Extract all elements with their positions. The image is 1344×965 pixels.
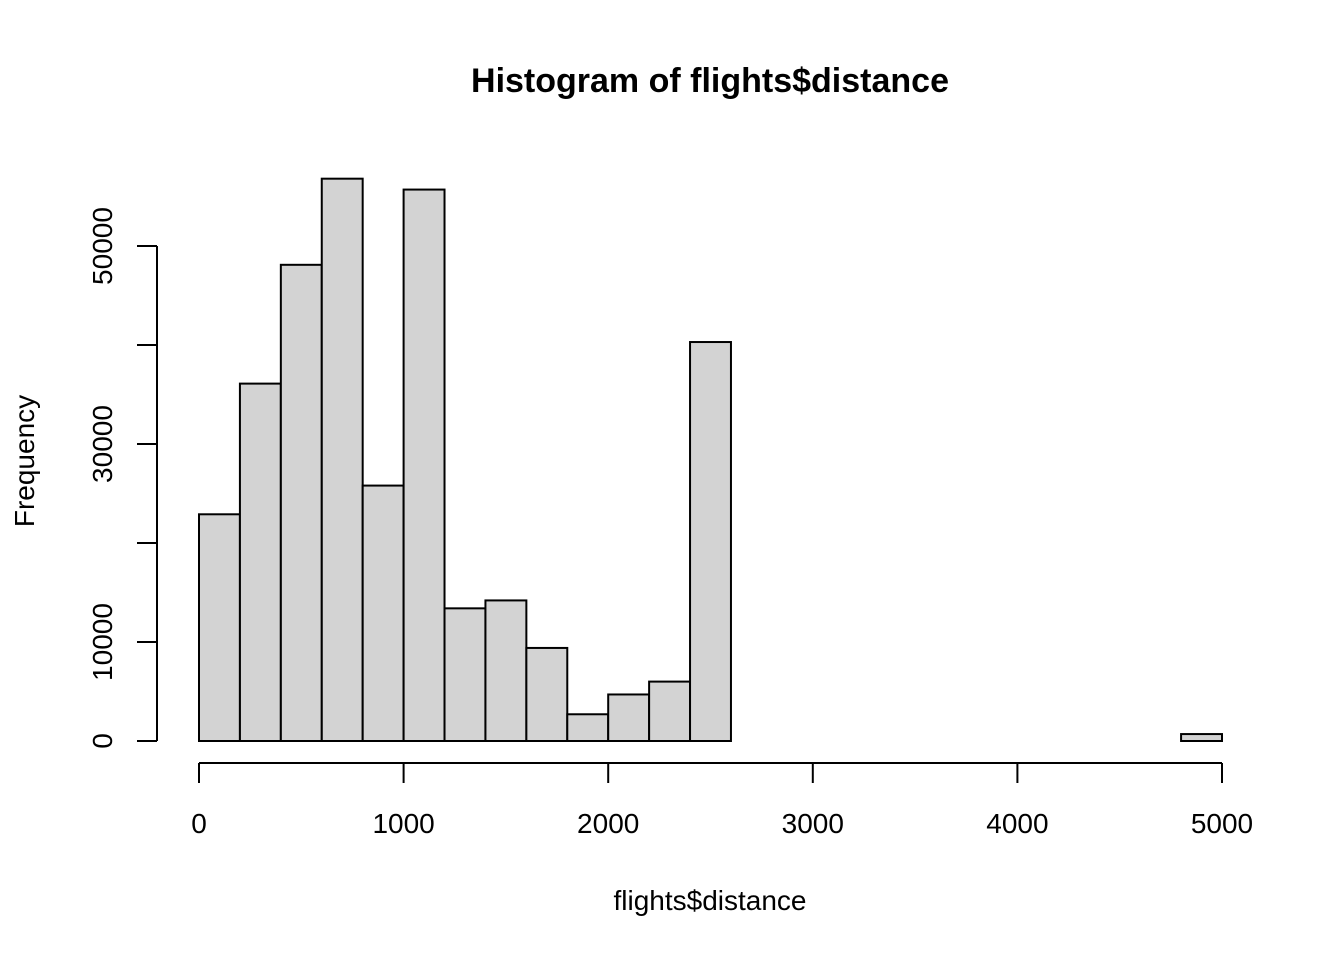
- histogram-bar-4800-5000: [1180, 733, 1223, 743]
- histogram-bar-1800-2000: [566, 713, 610, 743]
- histogram-bar-0-200: [198, 513, 241, 742]
- x-axis: 0 1000 2000 3000 4000 5000: [191, 762, 1253, 839]
- x-tick-label-2000: 2000: [577, 808, 639, 839]
- x-tick-label-0: 0: [191, 808, 207, 839]
- histogram-bar-200-400: [238, 382, 282, 742]
- y-tick-label-30000: 30000: [87, 405, 118, 483]
- histogram-bar-2400-2600: [689, 341, 732, 742]
- histogram-bar-800-1000: [361, 484, 405, 742]
- y-tick-label-0: 0: [87, 733, 118, 749]
- histogram-bar-2000-2200: [607, 693, 651, 742]
- y-tick-label-50000: 50000: [87, 207, 118, 285]
- y-axis-label: Frequency: [9, 395, 40, 527]
- histogram-bar-1200-1400: [443, 607, 487, 743]
- histogram-bar-1000-1200: [402, 188, 446, 742]
- bars-group: [198, 177, 1223, 743]
- histogram-bar-600-800: [320, 177, 364, 742]
- histogram-bar-400-600: [279, 263, 323, 742]
- x-tick-label-4000: 4000: [986, 808, 1048, 839]
- chart-title: Histogram of flights$distance: [471, 62, 949, 100]
- histogram-bar-1600-1800: [525, 646, 569, 742]
- x-tick-label-3000: 3000: [782, 808, 844, 839]
- y-tick-label-10000: 10000: [87, 603, 118, 681]
- x-tick-label-1000: 1000: [372, 808, 434, 839]
- x-tick-label-5000: 5000: [1191, 808, 1253, 839]
- x-axis-label: flights$distance: [613, 885, 806, 916]
- histogram-bar-1400-1600: [484, 599, 528, 742]
- histogram-bar-2200-2400: [648, 680, 692, 742]
- y-axis: 0 10000 30000 50000: [87, 207, 158, 749]
